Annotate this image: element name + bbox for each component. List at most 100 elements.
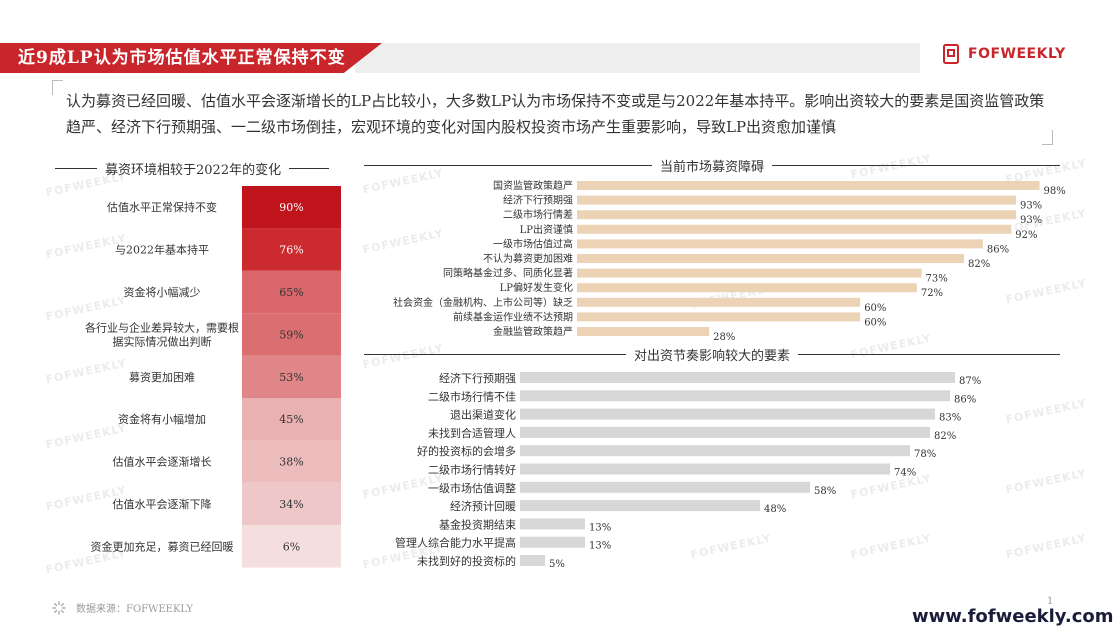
bar-value-label: 5% xyxy=(549,559,565,570)
obstacles-section-title: 当前市场募资障碍 xyxy=(364,155,1061,175)
heatmap-value-label: 90% xyxy=(279,201,303,214)
title-rule-right xyxy=(772,164,1061,166)
bar-category-label: 二级市场行情差 xyxy=(503,208,573,221)
bar xyxy=(520,408,935,420)
bar xyxy=(577,224,1012,234)
heatmap-category-label: 估值水平正常保持不变 xyxy=(107,200,217,214)
bar-category-label: LP出资谨慎 xyxy=(520,223,573,236)
bar-value-label: 83% xyxy=(939,413,961,424)
page-number: 1 xyxy=(1047,596,1054,607)
bar-category-label: 二级市场行情不佳 xyxy=(428,389,516,403)
bar xyxy=(520,445,910,457)
website-url: www.fofweekly.com xyxy=(912,606,1114,627)
heatmap-category-label: 据实际情况做出判断 xyxy=(113,334,212,348)
bar-category-label: LP偏好发生变化 xyxy=(500,281,573,294)
heatmap-cell xyxy=(242,313,341,356)
heatmap-cell xyxy=(242,355,341,398)
heatmap-cell xyxy=(242,440,341,483)
obstacles-title: 当前市场募资障碍 xyxy=(660,159,765,175)
title-rule-left xyxy=(55,167,97,169)
bar-category-label: 同策略基金过多、同质化显著 xyxy=(443,267,573,280)
page-title: 近9成LP认为市场估值水平正常保持不变 xyxy=(18,48,346,68)
bar-value-label: 82% xyxy=(934,431,956,442)
bar-category-label: 国资监管政策趋严 xyxy=(493,179,573,192)
bar-category-label: 管理人综合能力水平提高 xyxy=(395,536,516,550)
bar-category-label: 不认为募资更加困难 xyxy=(483,252,573,265)
heatmap-section-title: 募资环境相较于2022年的变化 xyxy=(55,158,345,178)
heatmap-cell xyxy=(242,398,341,441)
heatmap-cell xyxy=(242,228,341,271)
loading-spinner-icon xyxy=(52,600,66,615)
bar-value-label: 60% xyxy=(864,317,886,328)
bar-category-label: 金融监管政策趋严 xyxy=(493,325,573,338)
heatmap-category-label: 各行业与企业差异较大，需要根 xyxy=(85,320,239,334)
title-banner xyxy=(0,43,382,73)
heatmap-category-label: 估值水平会逐渐增长 xyxy=(113,455,212,469)
bar xyxy=(520,426,930,438)
heatmap-value-label: 38% xyxy=(279,456,303,469)
bar xyxy=(520,555,545,566)
bar xyxy=(520,536,585,548)
bar xyxy=(577,254,965,263)
title-rule-right xyxy=(289,167,330,169)
bar-value-label: 58% xyxy=(814,486,836,497)
bar-value-label: 13% xyxy=(589,522,611,533)
bar-value-label: 86% xyxy=(987,244,1009,255)
heatmap-value-label: 59% xyxy=(279,328,303,341)
bar xyxy=(577,195,1016,205)
quote-mark-right xyxy=(1042,130,1053,145)
summary-text: 认为募资已经回暖、估值水平会逐渐增长的LP占比较小，大多数LP认为市场保持不变或… xyxy=(66,92,1045,136)
bar-value-label: 73% xyxy=(926,274,948,285)
bar xyxy=(577,239,983,249)
bar-value-label: 86% xyxy=(954,394,976,405)
title-rule-left xyxy=(364,353,626,355)
bar-value-label: 78% xyxy=(914,449,936,460)
bar-category-label: 好的投资标的会增多 xyxy=(417,444,516,458)
bar-category-label: 经济预计回暖 xyxy=(450,499,516,513)
heatmap-value-label: 53% xyxy=(279,371,303,384)
bar xyxy=(577,297,861,307)
bar-value-label: 93% xyxy=(1020,215,1042,226)
bar xyxy=(577,283,917,293)
heatmap-value-label: 6% xyxy=(283,540,300,553)
heatmap-cell xyxy=(242,186,341,229)
bar-value-label: 28% xyxy=(713,332,735,343)
fofweekly-logo-icon xyxy=(943,44,959,64)
bar-value-label: 92% xyxy=(1015,230,1037,241)
heatmap-cell xyxy=(242,270,341,314)
bar-value-label: 87% xyxy=(959,376,981,387)
bar-value-label: 60% xyxy=(864,303,886,314)
bar-category-label: 未找到好的投资标的 xyxy=(417,554,516,568)
bar-category-label: 经济下行预期强 xyxy=(503,194,573,207)
heatmap-cell xyxy=(242,482,341,526)
bar-category-label: 基金投资期结束 xyxy=(439,517,516,531)
bar-category-label: 退出渠道变化 xyxy=(450,408,516,422)
heatmap-title: 募资环境相较于2022年的变化 xyxy=(105,162,282,178)
heatmap-category-label: 募资更加困难 xyxy=(129,371,195,384)
pace-section-title: 对出资节奏影响较大的要素 xyxy=(364,344,1061,364)
data-source-text: 数据来源：FOFWEEKLY xyxy=(76,604,194,615)
heatmap-value-label: 76% xyxy=(279,244,303,257)
quote-mark-left xyxy=(52,80,63,95)
heatmap-cell xyxy=(242,525,341,568)
bar-category-label: 前续基金运作业绩不达预期 xyxy=(453,310,573,323)
bar xyxy=(577,210,1016,220)
bar xyxy=(520,372,955,383)
bar-value-label: 98% xyxy=(1044,186,1066,197)
heatmap-category-label: 估值水平会逐渐下降 xyxy=(113,497,212,511)
bar-value-label: 13% xyxy=(589,541,611,552)
bar xyxy=(577,268,922,278)
header-band xyxy=(355,43,920,73)
bar xyxy=(520,463,890,475)
heatmap-category-label: 资金将有小幅增加 xyxy=(118,412,206,426)
bar-value-label: 74% xyxy=(894,468,916,479)
heatmap-value-label: 34% xyxy=(279,498,303,511)
heatmap-category-label: 与2022年基本持平 xyxy=(115,243,209,257)
bar xyxy=(577,181,1040,190)
bar-category-label: 社会资金（金融机构、上市公司等）缺乏 xyxy=(393,296,573,309)
title-rule-left xyxy=(364,164,652,166)
bar-value-label: 82% xyxy=(968,259,990,270)
bar xyxy=(520,518,585,530)
logo-text: FOFWEEKLY xyxy=(968,46,1066,62)
